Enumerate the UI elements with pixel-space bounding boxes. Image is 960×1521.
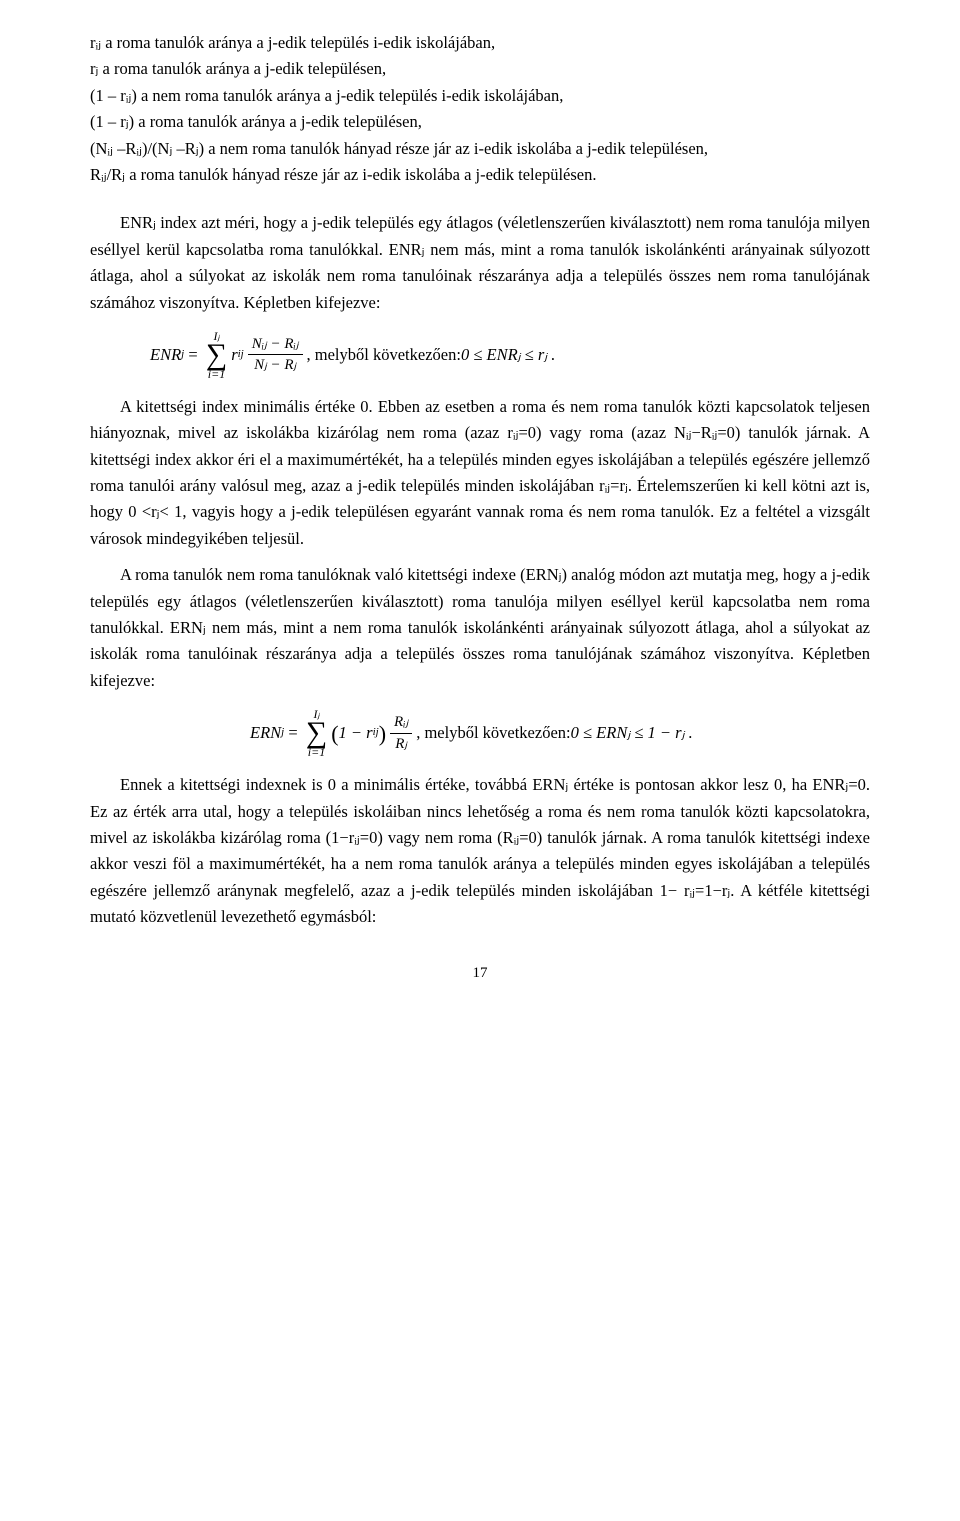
variable-definitions: rᵢⱼ a roma tanulók aránya a j-edik telep… — [90, 30, 870, 188]
formula-rhs: 0 ≤ ENRⱼ ≤ rⱼ . — [461, 342, 555, 368]
formula-lhs: ERN — [250, 720, 281, 746]
paragraph-ern-explanation: Ennek a kitettségi indexnek is 0 a minim… — [90, 772, 870, 930]
paragraph-ern-intro: A roma tanulók nem roma tanulóknak való … — [90, 562, 870, 694]
definition-line: rᵢⱼ a roma tanulók aránya a j-edik telep… — [90, 30, 870, 56]
page-number: 17 — [90, 961, 870, 985]
formula-rhs: 0 ≤ ERNⱼ ≤ 1 − rⱼ . — [571, 720, 693, 746]
summation-icon: Iⱼ ∑ i=1 — [302, 708, 331, 758]
formula-lhs: ENR — [150, 342, 181, 368]
formula-term: 1 − r — [339, 720, 373, 746]
formula-mid-text: , melyből következően: — [416, 720, 570, 746]
definition-line: (Nᵢⱼ –Rᵢⱼ)/(Nⱼ –Rⱼ) a nem roma tanulók h… — [90, 136, 870, 162]
fraction: Nᵢⱼ − Rᵢⱼ Nⱼ − Rⱼ — [248, 336, 303, 374]
summation-icon: Iⱼ ∑ i=1 — [202, 330, 231, 380]
paragraph-enr-explanation: A kitettségi index minimális értéke 0. E… — [90, 394, 870, 552]
definition-line: (1 – rᵢⱼ) a nem roma tanulók aránya a j-… — [90, 83, 870, 109]
definition-line: rⱼ a roma tanulók aránya a j-edik telepü… — [90, 56, 870, 82]
formula-enr: ENRj = Iⱼ ∑ i=1 rij Nᵢⱼ − Rᵢⱼ Nⱼ − Rⱼ , … — [150, 330, 870, 380]
formula-mid-text: , melyből következően: — [307, 342, 461, 368]
definition-line: Rᵢⱼ/Rⱼ a roma tanulók hányad része jár a… — [90, 162, 870, 188]
fraction: Rᵢⱼ Rⱼ — [390, 714, 412, 752]
paragraph-enr-intro: ENRⱼ index azt méri, hogy a j-edik telep… — [90, 210, 870, 316]
formula-ern: ERNj = Iⱼ ∑ i=1 (1 − rij) Rᵢⱼ Rⱼ , melyb… — [250, 708, 870, 758]
definition-line: (1 – rⱼ) a roma tanulók aránya a j-edik … — [90, 109, 870, 135]
